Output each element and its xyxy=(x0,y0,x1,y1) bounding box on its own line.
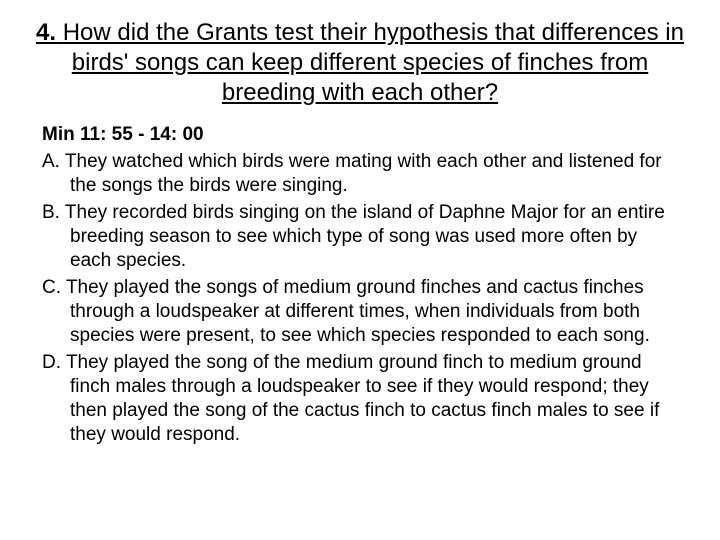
question-number: 4. xyxy=(36,19,56,46)
question-text: How did the Grants test their hypothesis… xyxy=(63,19,684,106)
option-letter: A. xyxy=(42,151,60,172)
option-letter: D. xyxy=(42,352,61,373)
option-b: B. They recorded birds singing on the is… xyxy=(42,201,682,274)
option-letter: C. xyxy=(42,277,61,298)
timestamp: Min 11: 55 - 14: 00 xyxy=(42,124,682,146)
option-c: C. They played the songs of medium groun… xyxy=(42,276,682,349)
option-text: They played the songs of medium ground f… xyxy=(66,277,650,347)
content-block: Min 11: 55 - 14: 00 A. They watched whic… xyxy=(30,124,690,448)
option-d: D. They played the song of the medium gr… xyxy=(42,351,682,448)
option-text: They watched which birds were mating wit… xyxy=(65,151,662,196)
option-text: They played the song of the medium groun… xyxy=(66,352,659,446)
option-text: They recorded birds singing on the islan… xyxy=(65,202,665,272)
option-letter: B. xyxy=(42,202,60,223)
question-title: 4. How did the Grants test their hypothe… xyxy=(30,18,690,108)
option-a: A. They watched which birds were mating … xyxy=(42,150,682,199)
